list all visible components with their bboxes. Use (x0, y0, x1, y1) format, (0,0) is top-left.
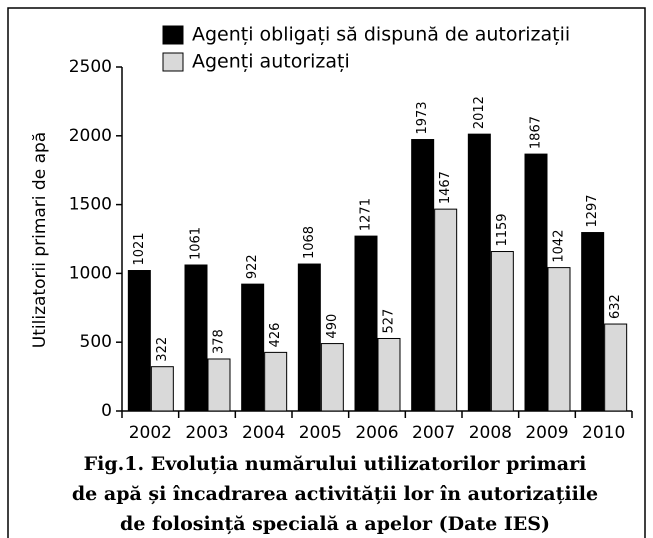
bar (320, 343, 344, 412)
x-tick-label: 2003 (185, 423, 228, 443)
value-label: 1271 (359, 198, 374, 231)
x-tick-label: 2008 (469, 423, 512, 443)
value-label: 527 (382, 309, 397, 334)
value-label: 1159 (495, 213, 510, 246)
value-label: 1061 (189, 227, 204, 260)
bar (127, 270, 151, 412)
bar (604, 323, 628, 412)
y-axis-label: Utilizatorii primari de apă (30, 132, 50, 348)
value-label: 1021 (132, 232, 147, 265)
bar (490, 251, 514, 412)
value-label: 1068 (302, 226, 317, 259)
x-tick-label: 2009 (525, 423, 568, 443)
bar (354, 235, 378, 412)
bar (467, 133, 491, 412)
bar (241, 283, 265, 412)
x-tick-label: 2010 (582, 423, 625, 443)
value-label: 1467 (438, 171, 453, 204)
y-tick-label: 2000 (69, 126, 112, 146)
bar (524, 153, 548, 412)
legend-swatch (162, 52, 184, 72)
bar (297, 263, 321, 412)
legend-swatch (162, 25, 184, 45)
value-label: 2012 (472, 96, 487, 129)
x-tick-label: 2002 (129, 423, 172, 443)
frame (7, 7, 646, 538)
value-label: 922 (245, 254, 260, 279)
caption: Fig.1. Evoluția numărului utilizatorilor… (84, 453, 587, 475)
legend-label: Agenți obligați să dispună de autorizați… (192, 24, 570, 46)
caption: de apă și încadrarea activității lor în … (72, 483, 598, 505)
value-label: 1042 (552, 230, 567, 263)
bar (547, 267, 571, 412)
x-tick-label: 2005 (299, 423, 342, 443)
legend-label: Agenți autorizați (192, 51, 350, 73)
bar (434, 208, 458, 412)
bar (184, 264, 208, 412)
value-label: 1867 (529, 116, 544, 149)
value-label: 1973 (415, 101, 430, 134)
value-label: 490 (325, 314, 340, 339)
value-label: 378 (212, 329, 227, 354)
y-tick-label: 500 (80, 332, 112, 352)
y-tick-label: 1000 (69, 263, 112, 283)
x-tick-label: 2004 (242, 423, 285, 443)
bar (377, 337, 401, 412)
caption: de folosință specială a apelor (Date IES… (120, 513, 550, 535)
bar (207, 358, 231, 412)
value-label: 632 (608, 294, 623, 319)
x-tick-label: 2007 (412, 423, 455, 443)
value-label: 1297 (585, 194, 600, 227)
y-tick-label: 0 (101, 401, 112, 421)
value-label: 426 (268, 323, 283, 348)
value-label: 322 (155, 337, 170, 362)
bar (411, 139, 435, 412)
y-tick-label: 2500 (69, 57, 112, 77)
y-tick-label: 1500 (69, 195, 112, 215)
bar (581, 232, 605, 412)
bar (150, 366, 174, 412)
x-tick-label: 2006 (355, 423, 398, 443)
bar (264, 351, 288, 412)
